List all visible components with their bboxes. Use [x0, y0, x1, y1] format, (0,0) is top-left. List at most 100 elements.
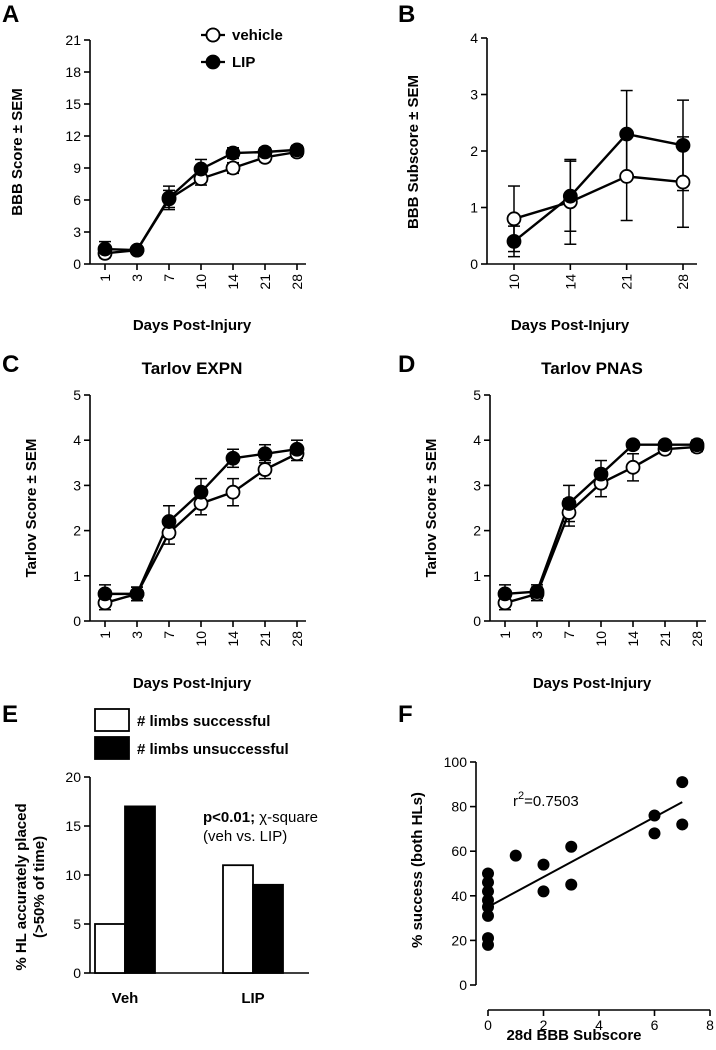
- y-tick-label: 80: [451, 799, 467, 815]
- y-tick-label: 10: [65, 867, 81, 883]
- data-point: [648, 827, 661, 840]
- data-point-lip: [97, 241, 113, 257]
- stat-annotation-line1: p<0.01; χ-square: [203, 809, 318, 826]
- x-axis-label: Days Post-Injury: [133, 317, 252, 334]
- x-tick-label: 14: [225, 274, 241, 290]
- data-point: [482, 894, 494, 907]
- data-point-lip: [289, 441, 305, 457]
- y-tick-label: 20: [451, 932, 467, 948]
- data-point-lip: [561, 496, 577, 511]
- data-point: [565, 840, 578, 853]
- data-point: [509, 849, 522, 862]
- panel-label-d: D: [398, 351, 415, 378]
- data-point-vehicle: [625, 459, 641, 475]
- x-tick-label: 21: [657, 631, 673, 647]
- data-point-lip: [257, 446, 273, 462]
- stat-annotation-line2: (veh vs. LIP): [203, 828, 287, 845]
- data-point-lip: [506, 233, 522, 249]
- x-tick-label: 28: [289, 274, 305, 290]
- data-point: [537, 885, 550, 898]
- data-point-lip: [97, 586, 113, 602]
- legend-swatch-successful: [94, 708, 130, 732]
- y-axis-label: Tarlov Score ± SEM: [423, 439, 440, 578]
- y-tick-label: 0: [73, 256, 81, 272]
- y-tick-label: 40: [451, 888, 467, 904]
- data-point: [482, 885, 494, 898]
- x-axis-label: Days Post-Injury: [511, 317, 630, 334]
- y-tick-label: 5: [473, 387, 481, 403]
- x-tick-label: 3: [129, 274, 145, 282]
- x-tick-label: 10: [593, 631, 609, 647]
- legend: # limbs successful # limbs unsuccessful: [94, 708, 289, 760]
- data-point-lip: [657, 437, 673, 453]
- x-tick-label: 0: [484, 1017, 492, 1033]
- y-tick-label: 3: [73, 477, 81, 493]
- data-point-lip: [689, 437, 705, 453]
- panel-f: F % success (both HLs) 28d BBB Subscore …: [398, 701, 714, 1044]
- y-tick-label: 4: [73, 432, 81, 448]
- data-point-lip: [289, 142, 305, 158]
- y-tick-label: 2: [73, 523, 81, 539]
- x-tick-label: 14: [625, 631, 641, 647]
- data-point: [648, 809, 661, 822]
- bar-veh-successful: [94, 923, 126, 974]
- y-tick-label: 15: [65, 818, 81, 834]
- y-tick-label: 9: [73, 160, 81, 176]
- panel-label-f: F: [398, 701, 413, 728]
- y-tick-label: 21: [65, 32, 81, 48]
- legend-label-vehicle: vehicle: [232, 27, 283, 44]
- legend-label-unsuccessful: # limbs unsuccessful: [137, 741, 289, 758]
- data-point-vehicle: [506, 211, 522, 227]
- x-tick-label: 8: [706, 1017, 714, 1033]
- x-tick-label: 10: [193, 274, 209, 290]
- regression-line: [487, 801, 683, 908]
- bar-lip-unsuccessful: [252, 883, 284, 974]
- y-tick-label: 2: [470, 143, 478, 159]
- data-point-lip: [225, 145, 241, 161]
- data-point-vehicle: [675, 174, 691, 190]
- panel-label-c: C: [2, 351, 19, 378]
- data-point-lip: [529, 584, 545, 600]
- y-axis-label-line1: % HL accurately placed: [13, 803, 30, 970]
- x-tick-label: 3: [529, 631, 545, 639]
- y-tick-label: 12: [65, 128, 81, 144]
- panel-e: E # limbs successful # limbs unsuccessfu…: [2, 701, 318, 1007]
- y-tick-label: 0: [473, 613, 481, 629]
- series-line-vehicle: [513, 175, 684, 220]
- y-tick-label: 3: [470, 87, 478, 103]
- x-tick-label: 7: [561, 631, 577, 639]
- panel-label-e: E: [2, 701, 18, 728]
- y-tick-label: 4: [473, 432, 481, 448]
- chart-title: Tarlov PNAS: [541, 359, 643, 378]
- x-tick-label: 21: [619, 274, 635, 290]
- data-point-vehicle: [619, 169, 635, 184]
- x-tick-label: 1: [97, 274, 113, 282]
- legend-label-lip: LIP: [232, 54, 255, 71]
- y-axis-label-line2: (>50% of time): [31, 836, 48, 938]
- y-tick-label: 0: [73, 965, 81, 981]
- data-point-vehicle: [257, 462, 273, 477]
- data-point-vehicle: [225, 160, 241, 176]
- data-point-vehicle: [225, 484, 241, 500]
- x-axis-label: 28d BBB Subscore: [506, 1027, 641, 1044]
- y-tick-label: 6: [73, 192, 81, 208]
- y-tick-label: 0: [470, 256, 478, 272]
- legend-swatch-unsuccessful: [94, 736, 130, 760]
- data-point-lip: [562, 188, 578, 204]
- y-axis-label: % success (both HLs): [409, 792, 426, 948]
- data-point-lip: [161, 190, 177, 206]
- data-point: [482, 867, 494, 880]
- data-point: [676, 818, 689, 831]
- x-category-label: LIP: [241, 990, 264, 1007]
- panel-a: A BBB Score ± SEM Days Post-Injury vehic…: [2, 1, 306, 334]
- y-tick-label: 3: [73, 224, 81, 240]
- x-tick-label: 4: [595, 1017, 603, 1033]
- x-tick-label: 1: [497, 631, 513, 639]
- x-tick-label: 7: [161, 274, 177, 282]
- stat-annotation-test: χ-square: [255, 809, 318, 826]
- bar-veh-unsuccessful: [124, 805, 156, 974]
- y-tick-label: 3: [473, 477, 481, 493]
- series-line-lip: [513, 132, 684, 243]
- x-tick-label: 14: [562, 274, 578, 290]
